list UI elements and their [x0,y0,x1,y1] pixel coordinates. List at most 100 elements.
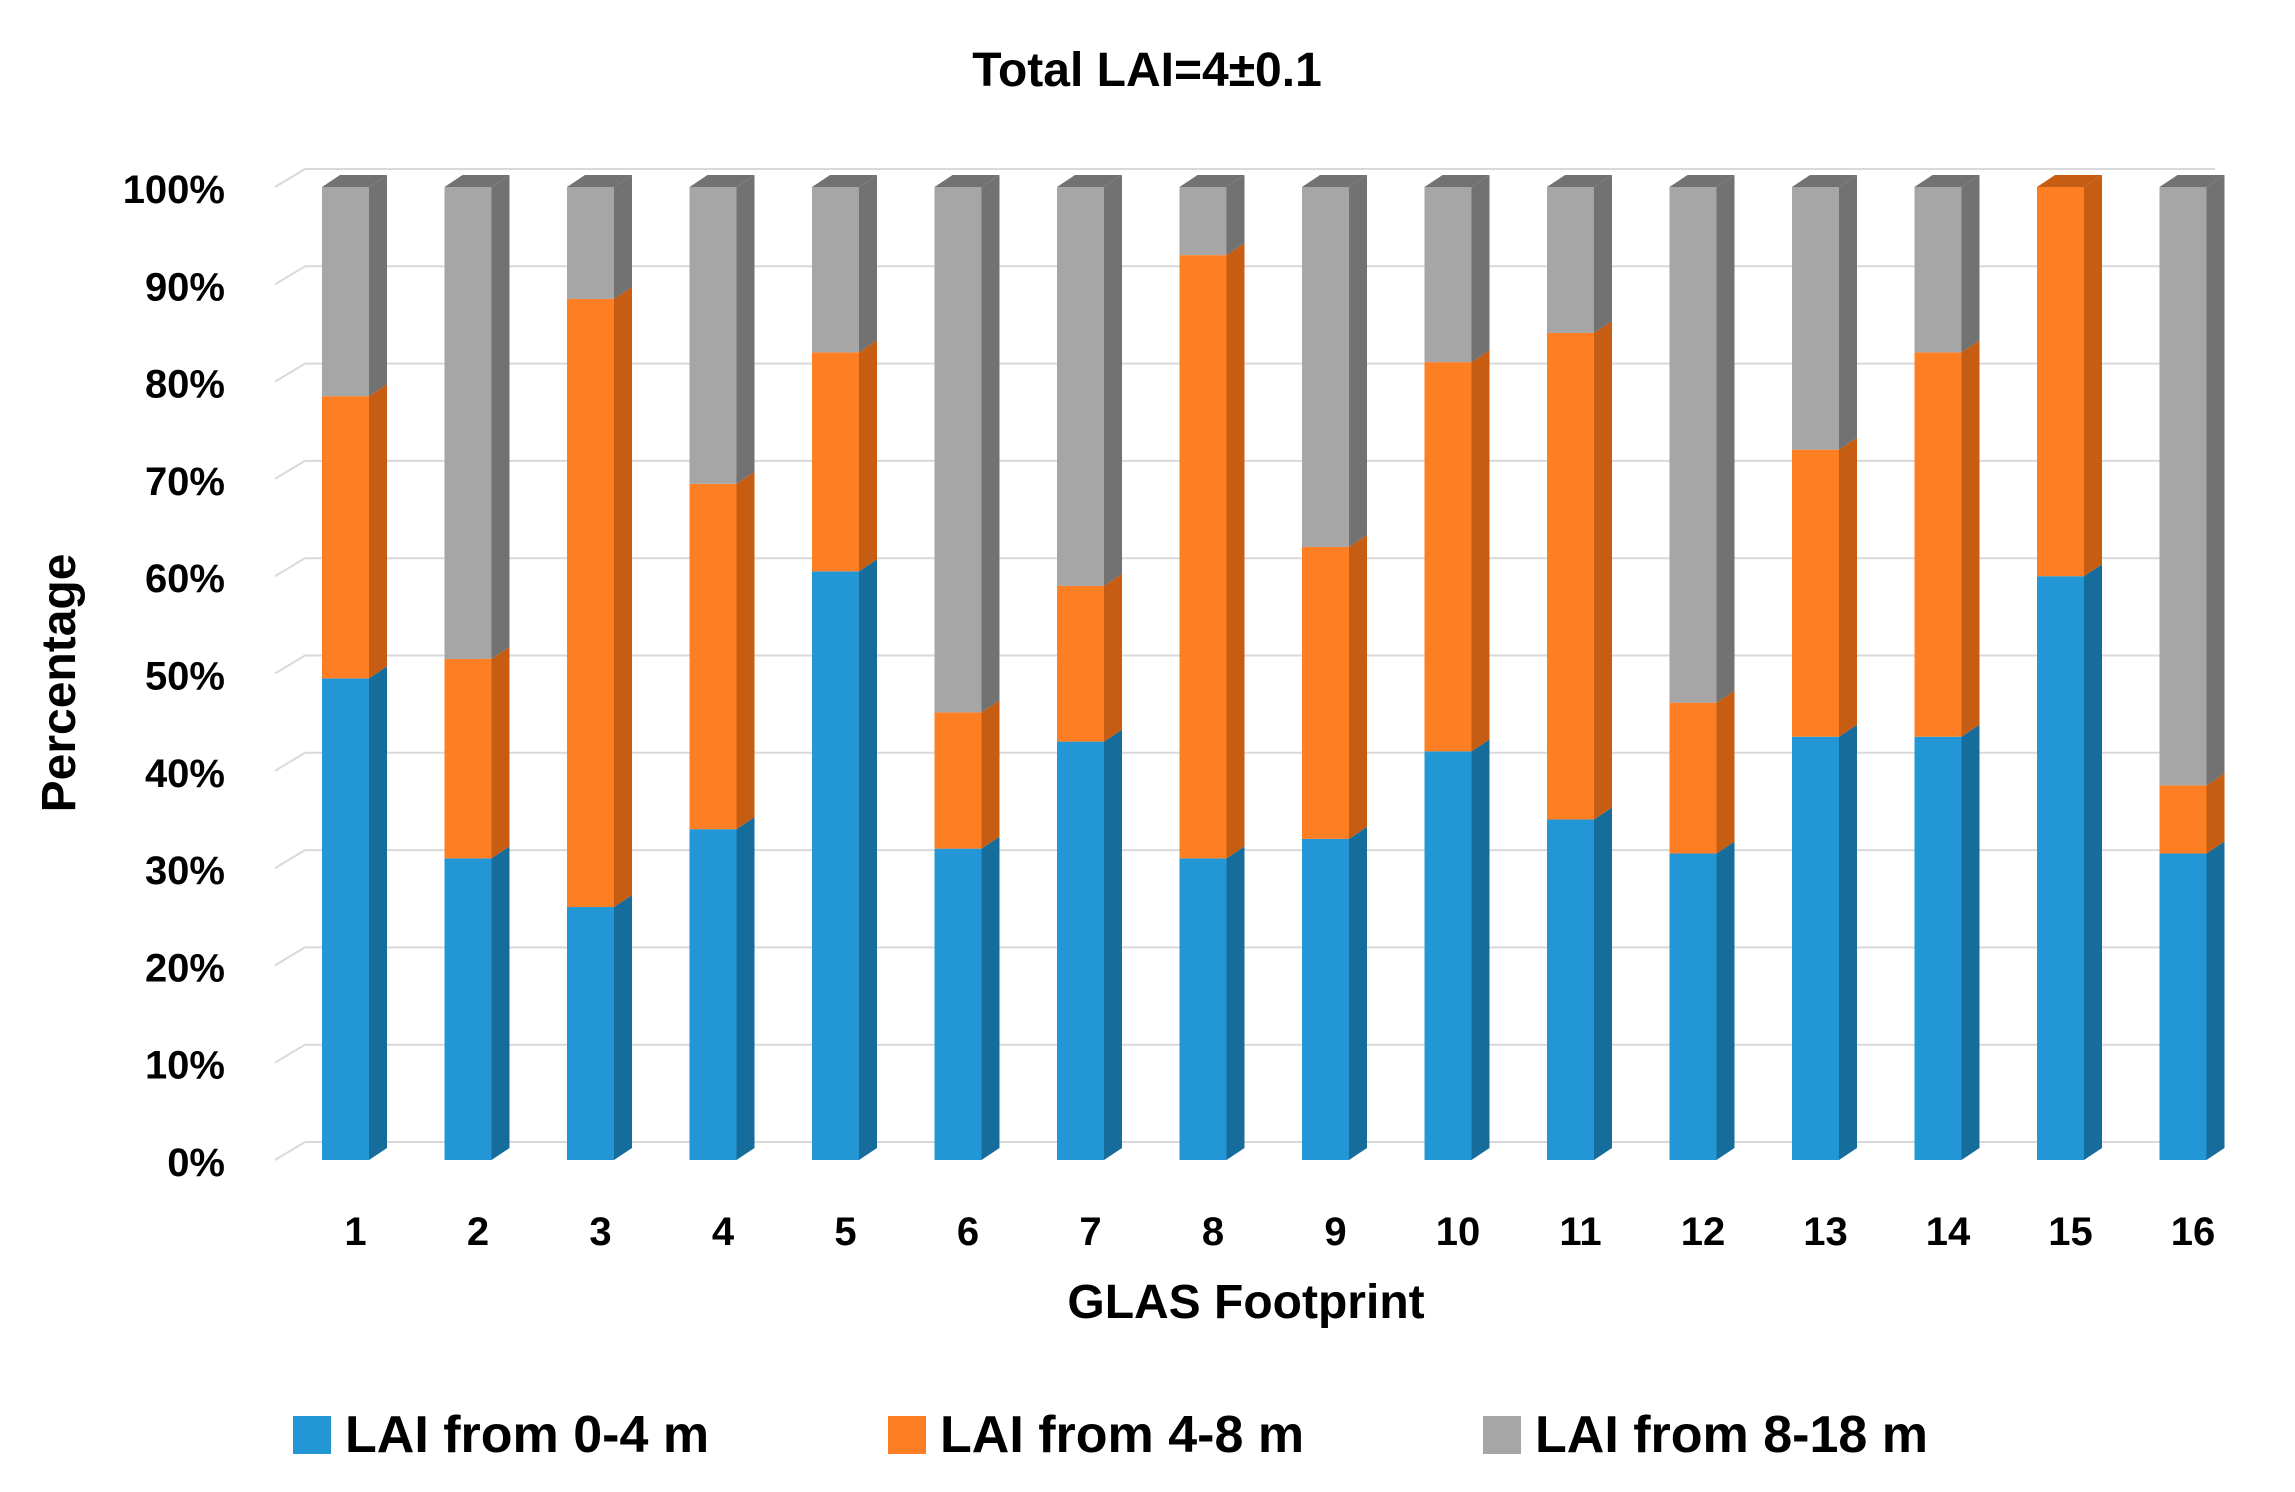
bar-segment [322,187,369,397]
bar-segment-side [981,175,1000,713]
bar-segment [812,352,859,572]
bar-stack [1669,175,1735,1160]
bar-segment-side [981,836,1000,1160]
bar-segment-side [369,666,387,1160]
y-axis-label: Percentage [33,554,86,813]
bar-segment-side [1349,175,1367,548]
legend-swatch-4-8m [888,1416,926,1454]
gridline-diag [274,849,306,869]
bar-segment [1057,187,1104,586]
legend: LAI from 0-4 m LAI from 4-8 m LAI from 8… [0,1395,2295,1475]
bar-segment-side [1716,690,1735,854]
legend-item-8-18m: LAI from 8-18 m [1483,1395,1928,1475]
bar-segment [1669,853,1717,1160]
x-tick-label: 1 [344,1210,366,1254]
bar-segment-side [859,340,877,572]
bar-segment [689,829,737,1160]
bar-segment [1547,332,1594,820]
bar-stack [1057,175,1122,1160]
bar-segment-side [491,846,510,1160]
bar-top [2037,175,2102,187]
bar-stack [1547,175,1612,1160]
bar-segment-side [1226,243,1245,859]
bar-top [2159,175,2225,187]
bar-top [1179,175,1245,187]
bar-segment [1302,547,1349,839]
bar-segment [1057,585,1104,742]
bar-segment-side [736,471,755,830]
bar-top [689,175,755,187]
x-tick-label: 6 [957,1210,979,1254]
bar-stack [322,175,387,1160]
bar-segment [322,396,369,679]
legend-label-0-4m: LAI from 0-4 m [345,1406,710,1464]
bar-segment [567,298,614,908]
bar-segment [1424,751,1472,1160]
bar-segment [689,187,737,484]
bar-segment-side [1471,739,1490,1160]
bar-segment-side [1839,724,1857,1160]
bar-segment-side [1104,573,1122,742]
bar-top [567,175,632,187]
bar-segment-side [1594,175,1612,333]
bar-segment [934,712,982,849]
bar-top [1547,175,1612,187]
y-tick-label: 50% [145,655,225,699]
bar-segment [444,858,492,1160]
y-tick-label: 40% [145,752,225,796]
bar-stack [1792,175,1857,1160]
bar-top [1669,175,1735,187]
bar-segment-side [2084,175,2102,577]
bar-segment [2037,576,2084,1160]
bar-segment-side [1594,807,1612,1160]
y-tick-label: 60% [145,557,225,601]
bar-top [1914,175,1980,187]
bar-segment-side [2206,773,2225,854]
bar-segment-side [1961,340,1980,737]
gridline-diag [274,946,306,967]
bar-stack [689,175,755,1160]
bar-top [1057,175,1122,187]
bar-segment [689,483,737,830]
bars [322,175,2225,1160]
legend-swatch-8-18m [1483,1416,1521,1454]
bar-segment-side [981,700,1000,849]
bar-segment [2037,187,2084,577]
x-tick-label: 7 [1079,1210,1101,1254]
bar-top [1302,175,1367,187]
bar-segment [1057,741,1104,1160]
bar-segment-side [491,175,510,659]
y-tick-label: 10% [145,1044,225,1088]
gridline-diag [274,460,306,480]
bar-segment [1547,187,1594,333]
bar-segment [567,187,614,299]
bar-segment [1792,187,1839,450]
bar-segment [1424,362,1472,752]
x-tick-label: 11 [1559,1210,1601,1254]
bar-stack [1424,175,1490,1160]
bar-segment-side [859,175,877,353]
bar-segment [934,848,982,1160]
bar-segment-side [1104,729,1122,1160]
bar-segment [1179,187,1227,256]
bar-segment [1179,858,1227,1160]
gridline-diag [274,362,306,383]
gridline-diag [274,654,306,675]
y-tick-label: 0% [167,1141,225,1185]
bar-stack [1302,175,1367,1160]
bar-stack [2159,175,2225,1160]
bar-stack [567,175,632,1160]
y-tick-label: 90% [145,265,225,309]
x-tick-label: 3 [589,1210,611,1254]
bar-segment [1669,702,1717,854]
x-axis-label: GLAS Footprint [1067,1276,1424,1329]
bar-segment-side [491,646,510,859]
bar-segment [1914,736,1962,1160]
bar-segment-side [614,286,632,908]
x-tick-label: 9 [1324,1210,1346,1254]
bar-segment-side [2084,564,2102,1160]
bar-segment [1669,187,1717,703]
legend-item-4-8m: LAI from 4-8 m [888,1395,1304,1475]
bar-stack [444,175,510,1160]
bar-segment-side [2206,175,2225,786]
